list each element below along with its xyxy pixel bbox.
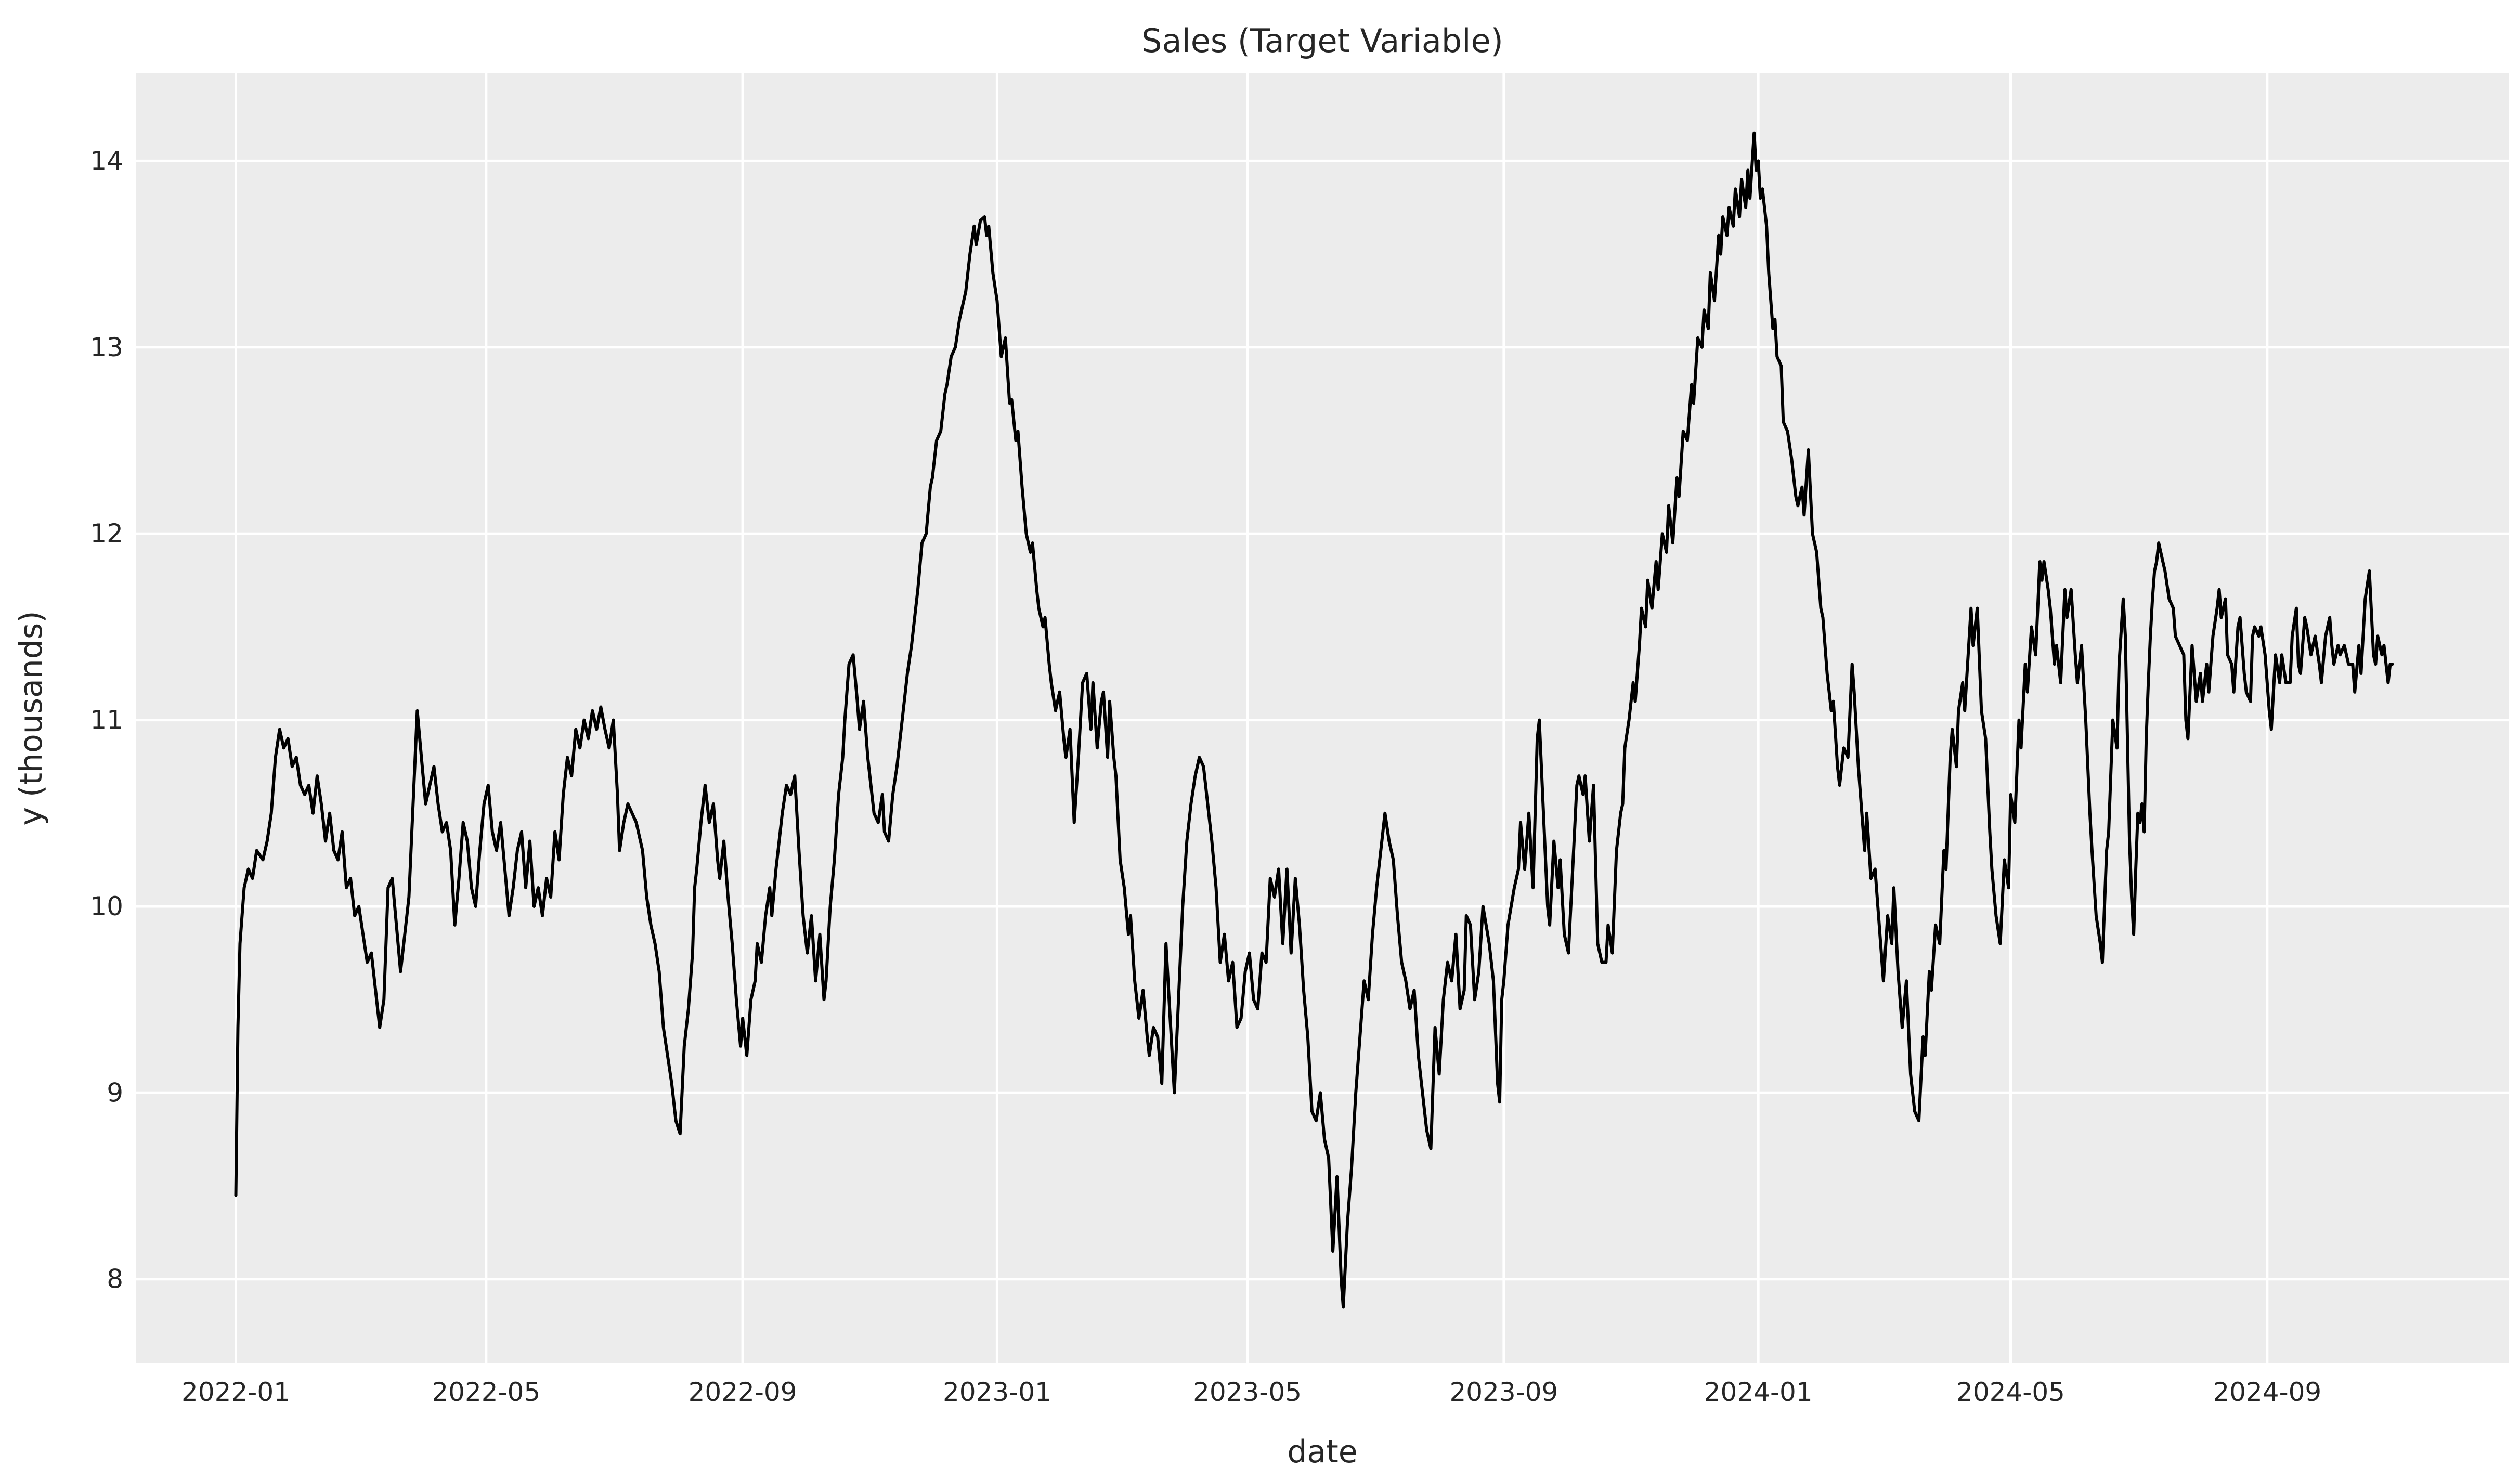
y-axis-label: y (thousands) [13, 611, 49, 825]
x-tick-label: 2023-01 [943, 1377, 1051, 1407]
y-tick-label: 11 [90, 705, 123, 735]
x-axis-label: date [1287, 1434, 1357, 1470]
chart-title: Sales (Target Variable) [1141, 22, 1503, 60]
x-tick-label: 2022-05 [432, 1377, 540, 1407]
x-tick-label: 2024-09 [2213, 1377, 2321, 1407]
x-tick-label: 2024-05 [1956, 1377, 2065, 1407]
y-tick-label: 14 [90, 146, 123, 176]
x-tick-label: 2023-09 [1449, 1377, 1558, 1407]
plot-area [136, 73, 2509, 1363]
y-tick-label: 12 [90, 518, 123, 549]
x-tick-label: 2024-01 [1704, 1377, 1813, 1407]
series-sales-line [234, 131, 2394, 1309]
y-tick-label: 13 [90, 332, 123, 362]
y-tick-label: 9 [107, 1077, 123, 1108]
y-axis-tick-labels: 8 9 10 11 12 13 14 [90, 146, 123, 1294]
x-tick-label: 2023-05 [1193, 1377, 1302, 1407]
x-axis-tick-labels: 2022-01 2022-05 2022-09 2023-01 2023-05 2023-… [181, 1377, 2321, 1407]
x-tick-label: 2022-01 [181, 1377, 290, 1407]
y-tick-label: 10 [90, 891, 123, 921]
data-series [234, 131, 2394, 1309]
y-tick-label: 8 [107, 1264, 123, 1294]
x-tick-label: 2022-09 [689, 1377, 797, 1407]
